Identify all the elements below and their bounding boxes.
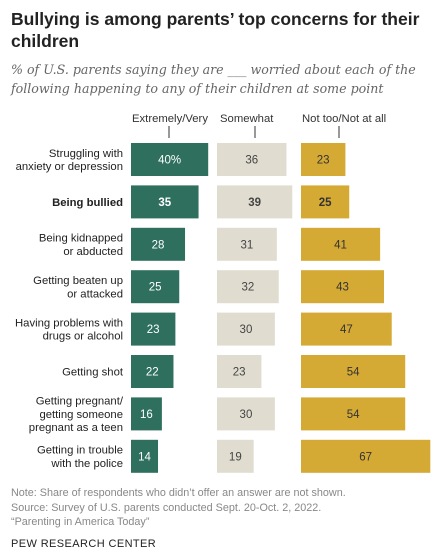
legend-1: Somewhat: [220, 113, 274, 125]
category-label: Getting shot: [62, 367, 124, 379]
data-label: 43: [336, 282, 349, 294]
bar: [217, 312, 275, 346]
data-label: 35: [158, 197, 171, 209]
data-label: 54: [347, 409, 360, 421]
footer-source: Source: Survey of U.S. parents conducted…: [11, 501, 322, 514]
bar: [217, 270, 279, 304]
data-label: 16: [140, 409, 153, 421]
data-label: 25: [319, 197, 332, 209]
category-label: Getting pregnant/: [36, 396, 124, 408]
bar: [131, 270, 180, 304]
data-label: 36: [245, 155, 258, 167]
data-label: 39: [248, 197, 261, 209]
category-label: Having problems with: [15, 318, 123, 330]
footer-note: Note: Share of respondents who didn’t of…: [11, 487, 346, 499]
bar: [301, 312, 392, 346]
brand-logo-text: PEW RESEARCH CENTER: [11, 538, 157, 550]
bar: [131, 143, 209, 176]
bar: [301, 185, 350, 219]
data-label: 30: [240, 409, 253, 421]
bar: [301, 143, 346, 176]
category-label: getting someone: [39, 409, 123, 421]
bar: [131, 227, 186, 261]
bar: [131, 355, 174, 388]
bar: [131, 439, 159, 473]
data-label: 30: [240, 324, 253, 336]
bar: [217, 185, 293, 219]
bar: [301, 355, 406, 388]
chart-title: Bullying is among parents’ top concerns …: [11, 9, 420, 51]
category-label: Struggling with: [49, 148, 123, 160]
category-label: Being kidnapped: [39, 233, 123, 245]
data-label: 41: [334, 239, 347, 251]
footer-report: “Parenting in America Today”: [11, 516, 150, 528]
data-label: 47: [340, 324, 353, 336]
category-label: or attacked: [67, 288, 123, 300]
legend-2: Not too/Not at all: [302, 113, 386, 125]
bar: [217, 355, 262, 388]
category-label: Being bullied: [52, 197, 123, 209]
data-label: 23: [233, 367, 246, 379]
data-label: 23: [147, 324, 160, 336]
data-label: 32: [241, 282, 254, 294]
category-label: anxiety or depression: [16, 161, 123, 173]
data-label: 67: [359, 451, 372, 463]
bar: [131, 185, 199, 219]
bar-chart: Extremely/Very Somewhat Not too/Not at all…: [15, 113, 431, 473]
bar: [131, 397, 162, 431]
category-label: or abducted: [63, 246, 123, 258]
category-label: drugs or alcohol: [43, 331, 123, 343]
bar: [301, 397, 406, 431]
bar: [301, 439, 431, 473]
data-label: 28: [152, 239, 165, 251]
chart-footer: Note: Share of respondents who didn’t of…: [11, 486, 346, 530]
bar: [217, 397, 275, 431]
chart-subtitle: % of U.S. parents saying they are ___ wo…: [11, 62, 416, 96]
data-label: 40%: [158, 155, 181, 167]
data-label: 31: [241, 239, 254, 251]
bar: [301, 227, 381, 261]
bar: [217, 439, 254, 473]
bar: [131, 312, 176, 346]
data-label: 23: [317, 155, 330, 167]
category-label: Getting in trouble: [37, 445, 123, 457]
category-label: with the police: [50, 458, 123, 470]
data-label: 54: [347, 367, 360, 379]
data-label: 19: [229, 451, 242, 463]
bar: [217, 227, 277, 261]
bar: [217, 143, 287, 176]
bar: [301, 270, 384, 304]
data-label: 14: [138, 451, 151, 463]
category-label: Getting beaten up: [33, 275, 123, 287]
legend-0: Extremely/Very: [132, 113, 208, 125]
category-label: pregnant as a teen: [29, 422, 123, 434]
data-label: 25: [149, 282, 162, 294]
data-label: 22: [146, 367, 159, 379]
